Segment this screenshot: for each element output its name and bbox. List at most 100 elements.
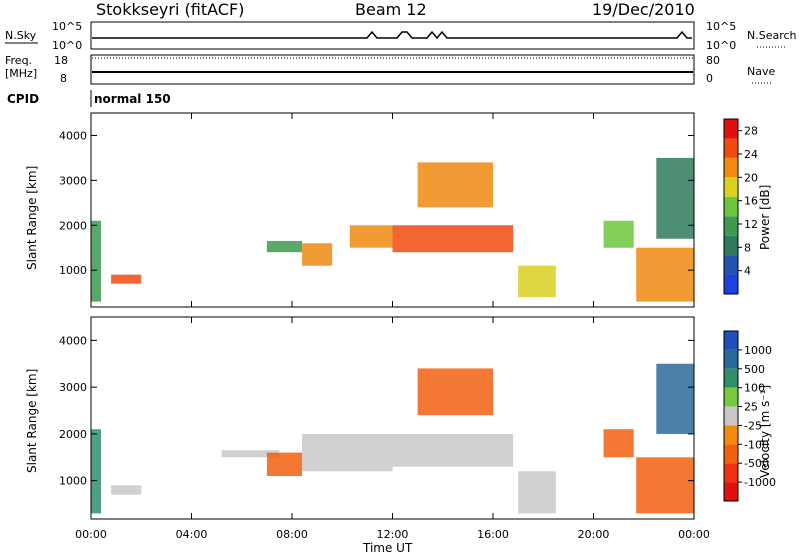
velocity-colorbar-tick-label: -500 <box>744 457 769 470</box>
velocity-colorbar-tick-label: -1000 <box>744 476 776 489</box>
x-tick-label: 04:00 <box>176 528 208 541</box>
power-colorbar-swatch <box>724 157 738 178</box>
power-colorbar-tick-label: 24 <box>744 148 758 161</box>
power-region <box>636 247 694 302</box>
velocity-colorbar-tick-label: 25 <box>744 401 758 414</box>
station-title: Stokkseyri (fitACF) <box>96 0 245 19</box>
velocity-ylabel: Slant Range [km] <box>25 369 39 473</box>
x-tick-label: 16:00 <box>477 528 509 541</box>
nave-tick-bottom: 0 <box>706 72 713 85</box>
x-axis-label: Time UT <box>362 541 413 554</box>
velocity-region <box>518 471 556 514</box>
nsearch-tick-bottom: 10^0 <box>706 39 736 52</box>
velocity-colorbar: 1000 500 100 25 -25 -100 -500 -1000 <box>723 330 776 502</box>
power-colorbar-tick-label: 8 <box>744 241 751 254</box>
velocity-colorbar-tick-label: 500 <box>744 363 765 376</box>
power-colorbar-swatch <box>724 274 738 294</box>
power-colorbar-tick-label: 4 <box>744 265 751 278</box>
power-axes: 1000 2000 3000 4000 <box>59 113 695 307</box>
nave-label: Nave <box>747 65 775 78</box>
velocity-colorbar-frame <box>723 330 739 502</box>
freq-label: Freq. <box>5 54 32 67</box>
velocity-colorbar-tick-label: -100 <box>744 438 769 451</box>
velocity-colorbar-swatch <box>724 387 738 407</box>
velocity-region <box>656 363 694 434</box>
power-colorbar-label: Power [dB] <box>758 185 772 250</box>
power-region <box>518 265 556 298</box>
power-colorbar: 4 8 12 16 20 24 28 <box>723 118 758 295</box>
velocity-region <box>636 457 694 514</box>
velocity-colorbar-swatch <box>724 444 738 464</box>
power-region <box>603 220 634 248</box>
velocity-region <box>221 450 280 458</box>
velocity-axes: 1000 2000 3000 4000 00:00 04:00 08:00 12:00 16:0… <box>59 317 710 541</box>
freq-tick-top: 18 <box>54 54 68 67</box>
velocity-colorbar-tick-label: 1000 <box>744 344 772 357</box>
velocity-region <box>111 485 142 495</box>
power-colorbar-swatch <box>724 255 738 275</box>
power-ylabel: Slant Range [km] <box>25 166 39 270</box>
power-colorbar-frame <box>723 118 739 295</box>
x-tick-label: 00:00 <box>678 528 710 541</box>
power-colorbar-tick-label: 16 <box>744 195 758 208</box>
freq-unit-label: [MHz] <box>5 67 37 80</box>
y-tick-label: 4000 <box>59 334 87 347</box>
power-heatmap <box>91 157 694 302</box>
power-colorbar-swatch <box>724 235 738 256</box>
nsky-label: N.Sky <box>5 29 37 42</box>
nsearch-tick-top: 10^5 <box>706 20 736 33</box>
beam-title: Beam 12 <box>355 0 427 19</box>
velocity-colorbar-label: Velocity [m s⁻¹] <box>758 385 772 478</box>
freq-panel-frame <box>90 54 695 85</box>
y-tick-label: 1000 <box>59 264 87 277</box>
power-panel-frame <box>90 112 695 308</box>
x-tick-label: 12:00 <box>377 528 409 541</box>
velocity-region <box>417 368 493 416</box>
freq-tick-bottom: 8 <box>60 72 67 85</box>
power-colorbar-swatch <box>724 196 738 217</box>
velocity-colorbar-tick-label: -25 <box>744 419 762 432</box>
nave-tick-top: 80 <box>706 54 720 67</box>
nsky-tick-bottom: 10^0 <box>52 39 82 52</box>
power-colorbar-tick-label: 20 <box>744 171 758 184</box>
power-colorbar-swatch <box>724 216 738 236</box>
velocity-colorbar-swatch <box>724 331 738 350</box>
power-region <box>656 157 694 239</box>
power-colorbar-tick-label: 28 <box>744 125 758 138</box>
velocity-region <box>266 452 303 476</box>
power-colorbar-swatch <box>724 119 738 139</box>
power-colorbar-swatch <box>724 177 738 197</box>
power-region <box>302 243 333 266</box>
velocity-region <box>91 429 102 514</box>
velocity-colorbar-swatch <box>724 406 738 426</box>
velocity-region <box>603 429 634 458</box>
power-region <box>266 240 303 253</box>
date-title: 19/Dec/2010 <box>592 0 695 19</box>
velocity-panel-frame <box>90 316 695 520</box>
nsearch-label: N.Search <box>747 29 797 42</box>
cpid-label: CPID <box>7 92 39 106</box>
y-tick-label: 2000 <box>59 428 87 441</box>
velocity-colorbar-swatch <box>724 463 738 483</box>
velocity-colorbar-swatch <box>724 349 738 369</box>
velocity-colorbar-swatch <box>724 425 738 445</box>
nsky-panel-frame <box>90 21 695 50</box>
velocity-colorbar-swatch <box>724 482 738 501</box>
nsky-tick-top: 10^5 <box>52 20 82 33</box>
power-colorbar-swatch <box>724 138 738 158</box>
x-tick-label: 20:00 <box>578 528 610 541</box>
power-region <box>392 225 514 253</box>
velocity-colorbar-tick-label: 100 <box>744 382 765 395</box>
y-tick-label: 4000 <box>59 129 87 142</box>
velocity-region <box>302 433 393 472</box>
y-tick-label: 1000 <box>59 475 87 488</box>
y-tick-label: 3000 <box>59 381 87 394</box>
y-tick-label: 3000 <box>59 174 87 187</box>
power-region <box>417 162 493 208</box>
power-colorbar-tick-label: 12 <box>744 218 758 231</box>
nsky-line <box>92 30 692 40</box>
velocity-region <box>392 433 514 467</box>
power-region <box>349 225 393 248</box>
x-tick-label: 00:00 <box>75 528 107 541</box>
